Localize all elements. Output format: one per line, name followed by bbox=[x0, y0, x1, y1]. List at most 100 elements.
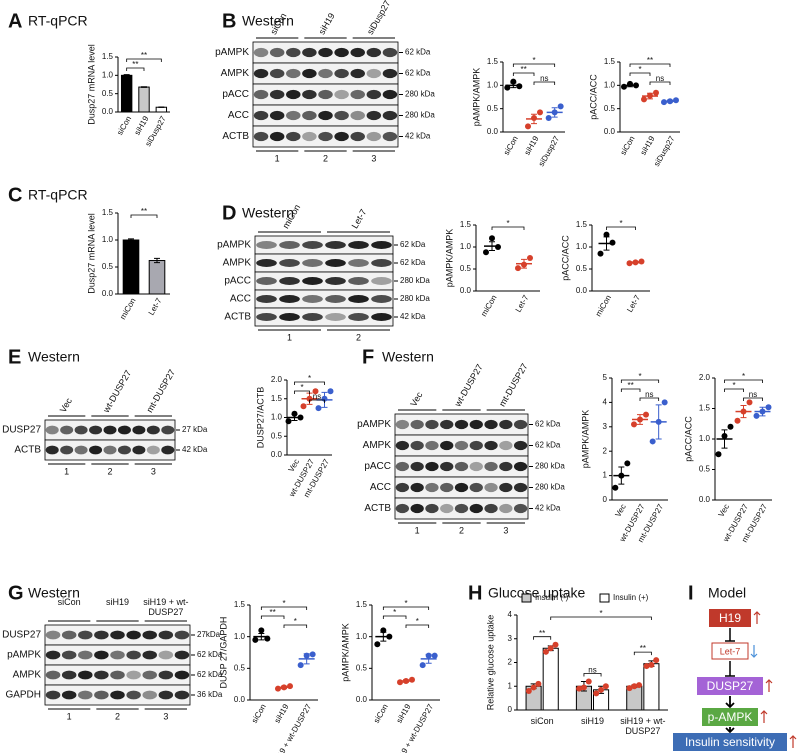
band bbox=[454, 419, 469, 430]
band bbox=[78, 690, 93, 700]
bar bbox=[643, 663, 660, 711]
band bbox=[161, 445, 175, 455]
significance-label: ** bbox=[141, 207, 147, 216]
data-point bbox=[626, 260, 633, 267]
significance-bracket bbox=[382, 615, 407, 619]
band bbox=[74, 445, 88, 455]
band bbox=[499, 419, 513, 430]
data-point bbox=[655, 418, 662, 425]
panel-letter: C bbox=[8, 184, 22, 206]
y-tick-label: 2.0 bbox=[699, 373, 711, 382]
band bbox=[269, 47, 285, 58]
y-tick-label: 1.5 bbox=[487, 57, 499, 66]
band bbox=[45, 445, 59, 455]
y-axis-label: pAMPK/AMPK bbox=[444, 229, 454, 288]
band bbox=[454, 461, 469, 472]
row-label: ACC bbox=[370, 482, 391, 493]
band bbox=[253, 131, 269, 142]
band bbox=[469, 482, 483, 493]
significance-bracket bbox=[550, 616, 652, 620]
lane-number: 2 bbox=[323, 153, 328, 163]
data-point bbox=[759, 408, 766, 415]
data-point bbox=[403, 678, 409, 684]
y-tick-label: 0 bbox=[508, 705, 513, 714]
band bbox=[325, 295, 346, 303]
band bbox=[302, 241, 323, 249]
data-point bbox=[638, 258, 645, 265]
band bbox=[126, 670, 141, 680]
row-label: AMPK bbox=[223, 258, 252, 269]
significance-bracket bbox=[130, 214, 158, 218]
y-tick-label: 0.0 bbox=[102, 107, 114, 116]
x-tick-label: siCon bbox=[502, 135, 520, 157]
significance-label: * bbox=[294, 617, 297, 626]
legend-swatch bbox=[521, 593, 532, 603]
band bbox=[366, 131, 382, 142]
data-point bbox=[637, 416, 643, 423]
significance-bracket bbox=[620, 388, 641, 392]
band bbox=[286, 131, 301, 142]
band bbox=[382, 89, 398, 100]
band bbox=[302, 47, 317, 58]
band bbox=[318, 68, 333, 79]
band bbox=[256, 295, 277, 303]
band bbox=[132, 425, 146, 435]
band bbox=[158, 690, 174, 700]
y-tick-label: 2 bbox=[603, 446, 608, 455]
kda-label: 42 kDa bbox=[182, 445, 208, 454]
significance-label: * bbox=[742, 372, 745, 381]
data-point bbox=[285, 418, 292, 425]
lane-label: siCon bbox=[57, 597, 81, 607]
band bbox=[499, 461, 513, 472]
significance-label: ** bbox=[132, 60, 138, 69]
panel-title: Western bbox=[382, 349, 434, 365]
band bbox=[117, 445, 131, 455]
data-point bbox=[281, 684, 287, 691]
significance-bracket bbox=[126, 67, 145, 71]
y-axis-label: pACC/ACC bbox=[588, 74, 598, 120]
kda-label: 280 kDa bbox=[400, 294, 430, 303]
band bbox=[110, 690, 125, 700]
band bbox=[469, 440, 483, 451]
lane-label: wt-DUSP27 bbox=[452, 362, 485, 409]
band bbox=[382, 47, 398, 58]
y-tick-label: 1.0 bbox=[234, 632, 246, 641]
data-point bbox=[557, 103, 564, 110]
band bbox=[45, 630, 61, 640]
data-point bbox=[297, 662, 304, 669]
significance-bracket bbox=[294, 390, 310, 394]
data-point bbox=[602, 683, 609, 690]
row-label: ACTB bbox=[224, 312, 251, 323]
significance-bracket bbox=[629, 72, 651, 76]
band bbox=[302, 110, 317, 121]
band bbox=[126, 630, 141, 640]
y-axis-label: pAMPK/AMPK bbox=[340, 623, 350, 682]
significance-bracket bbox=[583, 673, 602, 677]
kda-label: 27 kDa bbox=[182, 425, 208, 434]
data-point bbox=[667, 98, 673, 105]
significance-bracket bbox=[260, 615, 285, 619]
bar bbox=[120, 74, 133, 113]
band bbox=[425, 482, 439, 493]
y-tick-label: 1.5 bbox=[356, 600, 368, 609]
band bbox=[174, 670, 190, 680]
band bbox=[440, 419, 454, 430]
band bbox=[60, 445, 74, 455]
band bbox=[60, 425, 74, 435]
band bbox=[78, 630, 93, 640]
data-point bbox=[515, 265, 521, 272]
panel-title: RT-qPCR bbox=[28, 13, 88, 29]
inhibition bbox=[725, 628, 735, 642]
y-tick-label: 5 bbox=[603, 373, 608, 382]
band bbox=[318, 47, 333, 58]
data-point bbox=[545, 115, 552, 121]
row-label: DUSP27 bbox=[2, 425, 41, 436]
band bbox=[269, 68, 285, 79]
panel-title: Glucose uptake bbox=[488, 585, 585, 601]
data-point bbox=[653, 657, 660, 664]
panel-title: Western bbox=[28, 349, 80, 365]
x-tick-label: siH19 bbox=[273, 702, 291, 725]
kda-label: 42 kDa bbox=[535, 504, 561, 513]
blot-row bbox=[254, 307, 394, 327]
band bbox=[94, 630, 109, 640]
